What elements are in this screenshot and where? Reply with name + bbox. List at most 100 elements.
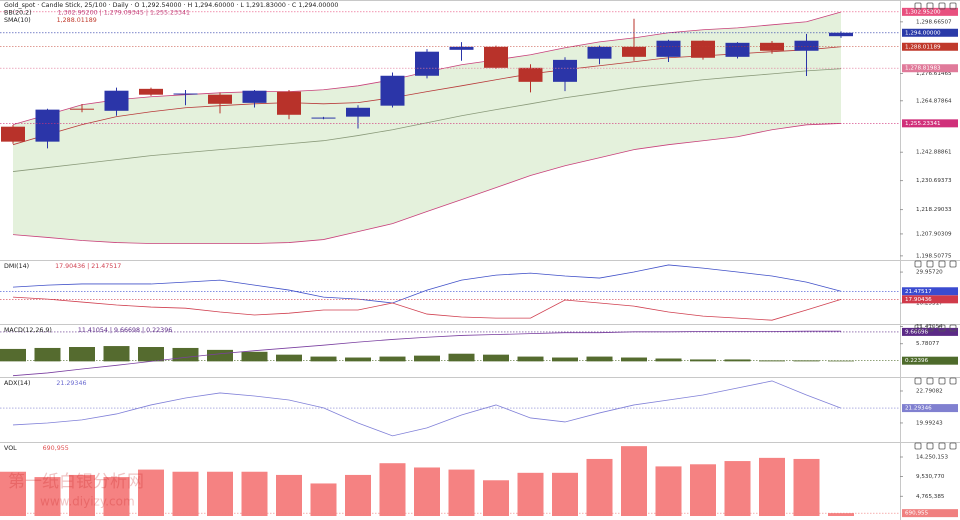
legend-name: VOL	[4, 445, 17, 452]
tag-box	[902, 119, 958, 128]
series-line	[12, 380, 842, 437]
y-tick-label: 1,230.69373	[916, 178, 952, 184]
tag-box	[902, 64, 958, 73]
bar	[241, 471, 268, 516]
candle-body	[242, 90, 267, 103]
toolbar-button[interactable]	[926, 324, 934, 332]
candle-body	[208, 94, 232, 104]
legend-name: BB(20,2)	[4, 10, 32, 17]
toolbar-button[interactable]	[914, 324, 922, 332]
tag-box	[902, 327, 958, 336]
bar	[103, 346, 130, 362]
candle-body	[656, 40, 681, 57]
candle-body	[794, 40, 819, 51]
candle-body	[311, 117, 336, 119]
bar	[310, 356, 337, 362]
toolbar-button[interactable]	[938, 260, 946, 268]
bar	[207, 471, 233, 516]
y-tick-label: 16.25317	[916, 301, 943, 307]
toolbar-button[interactable]	[914, 2, 922, 10]
toolbar-button[interactable]	[926, 442, 934, 450]
tag-label: 21.29346	[905, 406, 932, 412]
tag-box	[902, 295, 958, 304]
y-tick-label: 1,264.87864	[916, 98, 952, 104]
bar	[34, 347, 61, 362]
tag-label: 1,294.00000	[905, 30, 941, 36]
candle-body	[553, 59, 577, 82]
bar	[828, 360, 854, 362]
band-fill	[13, 11, 841, 244]
legend-name: SMA(10)	[4, 17, 31, 24]
toolbar-button[interactable]	[938, 2, 946, 10]
toolbar-button[interactable]	[938, 324, 946, 332]
toolbar-button[interactable]	[949, 260, 957, 268]
bar	[655, 466, 682, 516]
toolbar-button[interactable]	[938, 442, 946, 450]
tag-label: 9.66698	[905, 329, 929, 335]
legend-values: 17.90436 | 21.47517	[55, 263, 121, 270]
toolbar-button[interactable]	[926, 2, 934, 10]
candle-body	[518, 67, 543, 82]
bar	[414, 467, 440, 516]
bar	[828, 513, 854, 516]
candle-body	[829, 32, 853, 37]
y-tick-label: 1,276.61465	[916, 71, 952, 77]
bar	[448, 469, 475, 516]
toolbar-button[interactable]	[938, 377, 946, 385]
series-line	[12, 296, 842, 321]
bar	[276, 474, 302, 516]
y-tick-label: 1,198.50775	[916, 253, 952, 259]
bar	[483, 480, 509, 516]
toolbar-button[interactable]	[949, 2, 957, 10]
tag-box	[902, 287, 958, 296]
bar	[552, 357, 578, 362]
tag-box	[902, 28, 958, 37]
y-tick-label: 5.78077	[916, 341, 940, 347]
chart-title: Gold_spot · Candle Stick, 25/100 · Daily…	[4, 2, 338, 9]
legend-name: ADX(14)	[4, 380, 30, 387]
legend-values: 1,302.95200 | 1,279.09345 | 1,255.23341	[58, 10, 190, 17]
bar	[379, 463, 406, 516]
tag-box	[902, 7, 958, 16]
bar	[517, 472, 544, 516]
toolbar-button[interactable]	[914, 442, 922, 450]
toolbar-button[interactable]	[926, 377, 934, 385]
legend-values: 1,288.01189	[57, 17, 97, 24]
series-line	[12, 68, 842, 172]
bar	[138, 347, 164, 362]
candle-body	[70, 108, 94, 110]
toolbar-button[interactable]	[949, 377, 957, 385]
candle-body	[484, 46, 508, 68]
y-tick-label: 19.99243	[916, 420, 943, 426]
y-tick-label: 1,218.29033	[916, 207, 952, 213]
tag-box	[902, 356, 958, 365]
bar	[345, 474, 371, 516]
bar	[724, 359, 751, 362]
series-line	[12, 264, 842, 304]
toolbar-button[interactable]	[926, 260, 934, 268]
candle-body	[587, 46, 612, 59]
y-tick-label: 9,530,770	[916, 474, 945, 480]
bar	[414, 355, 440, 362]
candle-body	[622, 46, 646, 57]
tag-box	[902, 42, 958, 51]
y-tick-label: 1,242.88861	[916, 150, 952, 156]
toolbar-button[interactable]	[949, 324, 957, 332]
tag-box	[902, 509, 958, 518]
candle-body	[415, 51, 439, 76]
panel-toolbars	[914, 2, 957, 450]
bar	[586, 356, 613, 362]
bar	[103, 477, 130, 516]
toolbar-button[interactable]	[914, 260, 922, 268]
candle-body	[173, 93, 198, 95]
bar	[793, 360, 820, 362]
toolbar-button[interactable]	[949, 442, 957, 450]
bar	[621, 357, 647, 362]
tag-label: 1,278.81983	[905, 66, 941, 72]
bar	[207, 349, 233, 362]
toolbar-button[interactable]	[914, 377, 922, 385]
bar	[241, 351, 268, 362]
